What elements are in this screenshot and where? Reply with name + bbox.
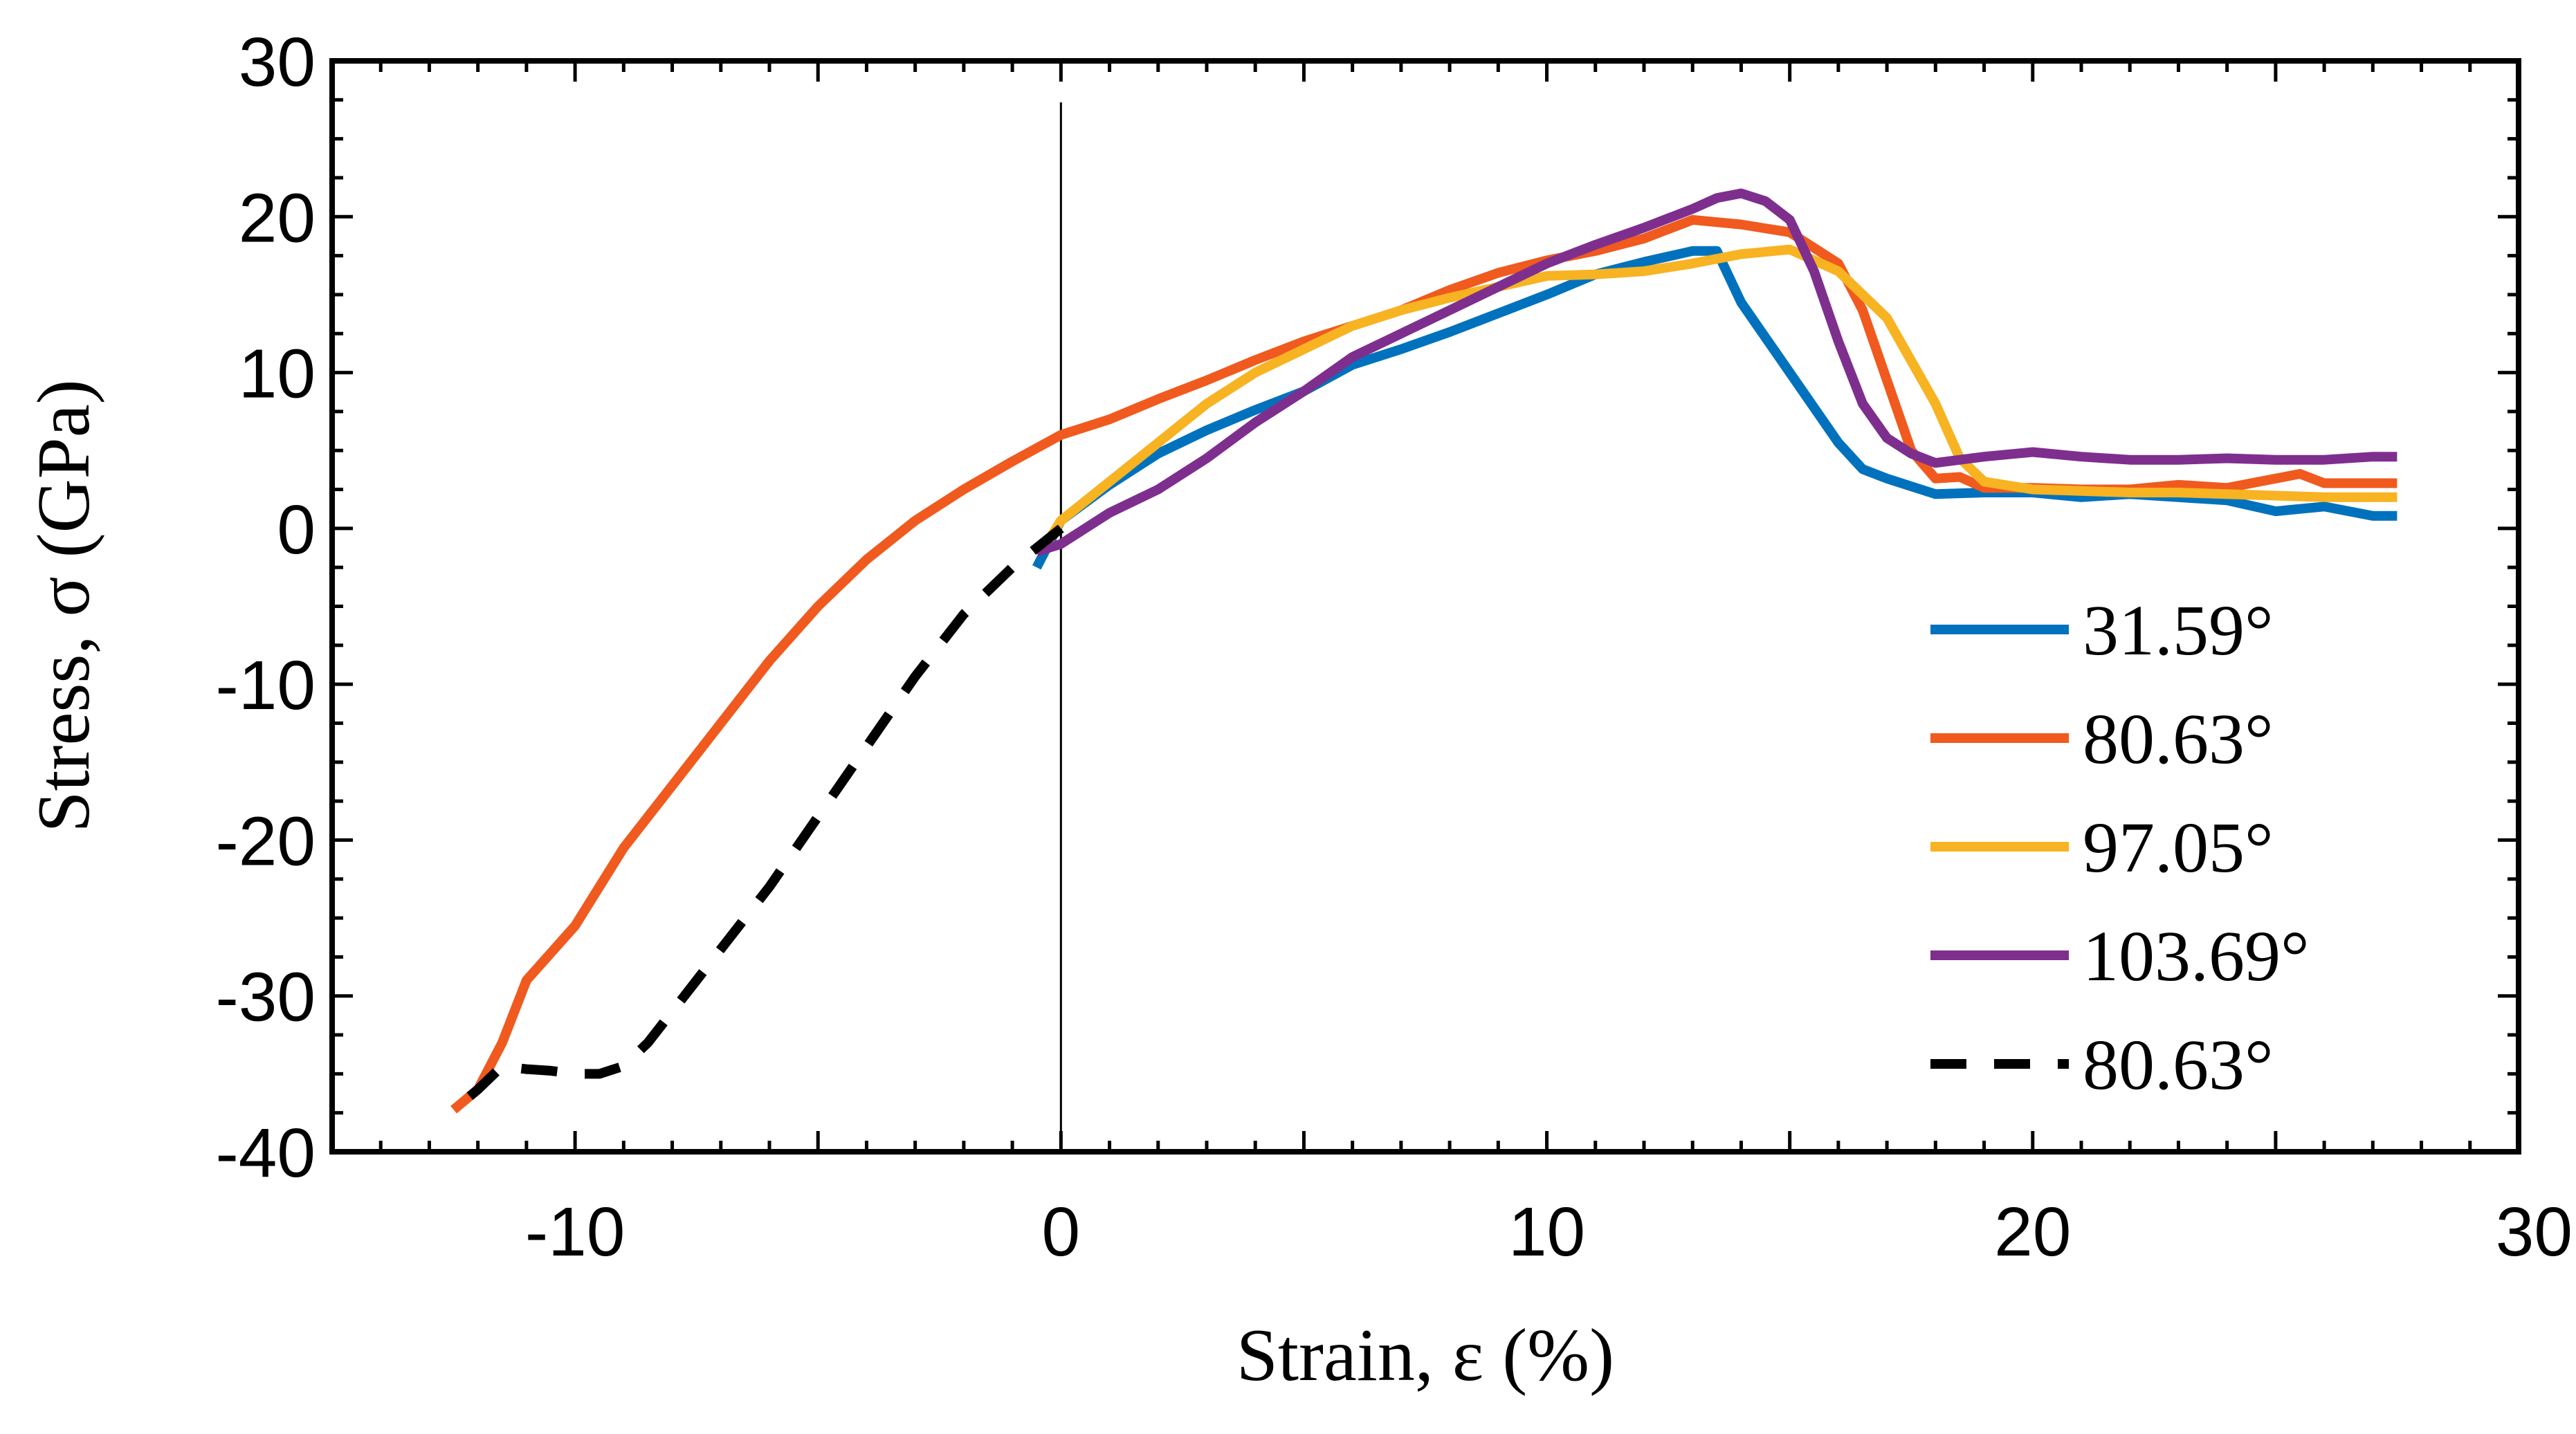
series-line-4 xyxy=(450,524,1064,1114)
x-tick-label: 0 xyxy=(1042,1193,1081,1271)
series-layer xyxy=(450,188,2397,1114)
y-tick-labels: -40 -30 -20 -10 0 10 20 30 xyxy=(215,24,316,1192)
y-tick-label: -30 xyxy=(215,959,316,1036)
legend-entry-2: 97.05° xyxy=(2083,808,2274,888)
x-tick-label: 10 xyxy=(1508,1193,1585,1271)
x-tick-label: -10 xyxy=(525,1193,625,1271)
x-axis-label: Strain, ε (%) xyxy=(1236,1314,1614,1397)
x-tick-label: 20 xyxy=(1994,1193,2071,1271)
series-line-3 xyxy=(1035,188,2397,557)
legend-entry-1: 80.63° xyxy=(2083,699,2274,779)
y-axis-label: Stress, σ (GPa) xyxy=(23,379,105,832)
series-line-2 xyxy=(1042,244,2397,547)
x-tick-labels: -10 0 10 20 30 xyxy=(525,1193,2573,1271)
legend-entry-3: 103.69° xyxy=(2083,917,2310,996)
legend-entry-4: 80.63° xyxy=(2083,1025,2274,1105)
y-tick-label: -10 xyxy=(215,647,316,724)
y-tick-label: 30 xyxy=(239,24,316,101)
y-tick-label: 20 xyxy=(239,179,316,257)
y-tick-label: -20 xyxy=(215,802,316,880)
legend: 31.59° 80.63° 97.05° 103.69° 80.63° xyxy=(1930,591,2310,1105)
x-tick-label: 30 xyxy=(2496,1193,2573,1271)
y-tick-label: -40 xyxy=(215,1114,316,1192)
plot-frame xyxy=(329,58,2521,1155)
y-tick-label: 10 xyxy=(239,335,316,413)
y-tick-label: 0 xyxy=(277,491,316,569)
legend-entry-0: 31.59° xyxy=(2083,591,2274,670)
